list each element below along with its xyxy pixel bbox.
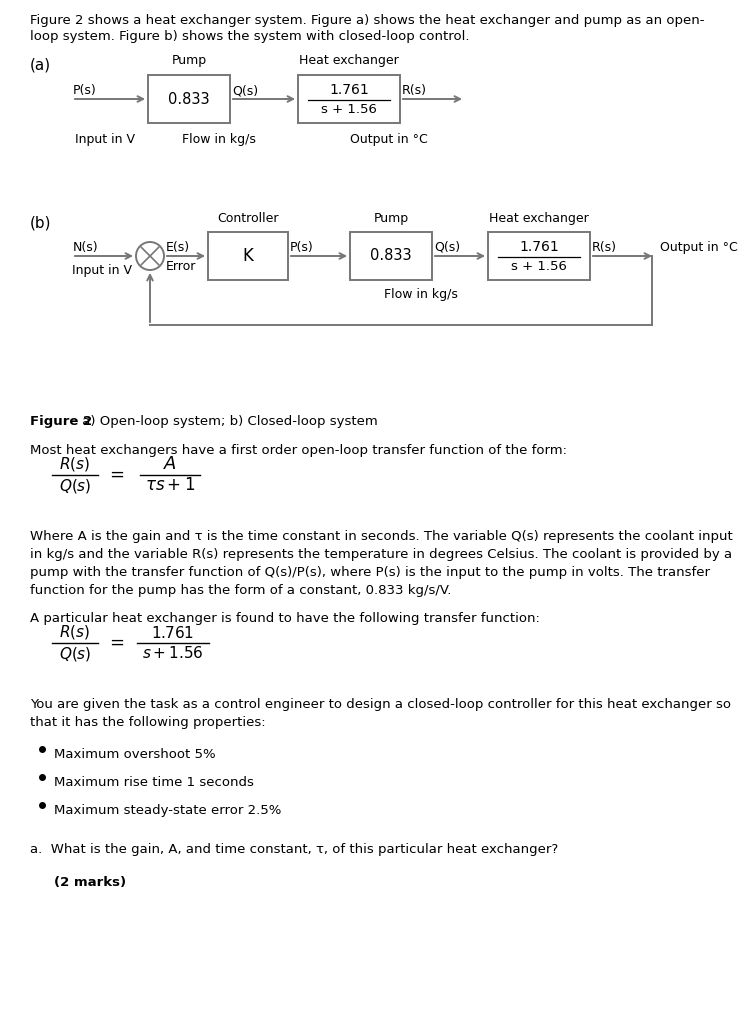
Text: a.  What is the gain, A, and time constant, τ, of this particular heat exchanger: a. What is the gain, A, and time constan… bbox=[30, 843, 558, 856]
Text: E(s): E(s) bbox=[166, 241, 190, 254]
Text: P(s): P(s) bbox=[73, 84, 97, 97]
Text: Figure 2: Figure 2 bbox=[30, 415, 92, 428]
Circle shape bbox=[136, 242, 164, 270]
Text: Maximum overshoot 5%: Maximum overshoot 5% bbox=[54, 748, 216, 761]
Text: $Q(s)$: $Q(s)$ bbox=[59, 645, 91, 663]
Text: $R(s)$: $R(s)$ bbox=[60, 623, 90, 641]
Text: (a): (a) bbox=[30, 58, 51, 73]
Bar bbox=[208, 232, 288, 280]
Text: $R(s)$: $R(s)$ bbox=[60, 455, 90, 473]
Text: P(s): P(s) bbox=[290, 241, 314, 254]
Text: (2 marks): (2 marks) bbox=[54, 876, 126, 889]
Text: Error: Error bbox=[166, 260, 196, 273]
Text: Figure 2 shows a heat exchanger system. Figure a) shows the heat exchanger and p: Figure 2 shows a heat exchanger system. … bbox=[30, 14, 704, 27]
Text: Input in V: Input in V bbox=[72, 264, 132, 278]
Text: Controller: Controller bbox=[217, 212, 279, 225]
Bar bbox=[350, 232, 432, 280]
Text: Flow in kg/s: Flow in kg/s bbox=[384, 288, 458, 301]
Text: loop system. Figure b) shows the system with closed-loop control.: loop system. Figure b) shows the system … bbox=[30, 30, 470, 43]
Text: Pump: Pump bbox=[373, 212, 409, 225]
Text: (b): (b) bbox=[30, 216, 51, 231]
Text: Output in °C: Output in °C bbox=[350, 133, 428, 146]
Text: Input in V: Input in V bbox=[75, 133, 135, 146]
Text: function for the pump has the form of a constant, 0.833 kg/s/V.: function for the pump has the form of a … bbox=[30, 584, 452, 597]
Text: N(s): N(s) bbox=[73, 241, 99, 254]
Text: A particular heat exchanger is found to have the following transfer function:: A particular heat exchanger is found to … bbox=[30, 612, 540, 625]
Text: 1.761: 1.761 bbox=[329, 83, 369, 97]
Text: s + 1.56: s + 1.56 bbox=[511, 260, 567, 273]
Text: 1.761: 1.761 bbox=[519, 241, 559, 254]
Text: s + 1.56: s + 1.56 bbox=[321, 103, 377, 116]
Text: pump with the transfer function of Q(s)/P(s), where P(s) is the input to the pum: pump with the transfer function of Q(s)/… bbox=[30, 566, 710, 579]
Text: 0.833: 0.833 bbox=[168, 91, 210, 106]
Text: $1.761$: $1.761$ bbox=[152, 625, 195, 641]
Text: Most heat exchangers have a first order open-loop transfer function of the form:: Most heat exchangers have a first order … bbox=[30, 444, 567, 457]
Text: in kg/s and the variable R(s) represents the temperature in degrees Celsius. The: in kg/s and the variable R(s) represents… bbox=[30, 548, 732, 561]
Text: 0.833: 0.833 bbox=[370, 249, 412, 263]
Text: R(s): R(s) bbox=[592, 241, 617, 254]
Text: =: = bbox=[109, 634, 124, 652]
Text: Maximum rise time 1 seconds: Maximum rise time 1 seconds bbox=[54, 776, 254, 790]
Text: $A$: $A$ bbox=[163, 455, 177, 473]
Text: Output in °C: Output in °C bbox=[660, 241, 737, 254]
Text: Heat exchanger: Heat exchanger bbox=[489, 212, 589, 225]
Text: Flow in kg/s: Flow in kg/s bbox=[182, 133, 256, 146]
Text: $Q(s)$: $Q(s)$ bbox=[59, 477, 91, 495]
Text: Pump: Pump bbox=[171, 54, 207, 67]
Text: Where A is the gain and τ is the time constant in seconds. The variable Q(s) rep: Where A is the gain and τ is the time co… bbox=[30, 530, 733, 543]
Bar bbox=[148, 75, 230, 123]
Text: $s+1.56$: $s+1.56$ bbox=[143, 645, 204, 662]
Text: Heat exchanger: Heat exchanger bbox=[299, 54, 399, 67]
Text: You are given the task as a control engineer to design a closed-loop controller : You are given the task as a control engi… bbox=[30, 698, 731, 711]
Text: that it has the following properties:: that it has the following properties: bbox=[30, 716, 265, 729]
Text: =: = bbox=[109, 466, 124, 484]
Text: Q(s): Q(s) bbox=[232, 84, 258, 97]
Text: R(s): R(s) bbox=[402, 84, 427, 97]
Text: K: K bbox=[243, 247, 253, 265]
Text: Maximum steady-state error 2.5%: Maximum steady-state error 2.5% bbox=[54, 804, 281, 817]
Text: $\tau s+1$: $\tau s+1$ bbox=[145, 477, 195, 494]
Bar bbox=[298, 75, 400, 123]
Bar bbox=[488, 232, 590, 280]
Text: a) Open-loop system; b) Closed-loop system: a) Open-loop system; b) Closed-loop syst… bbox=[78, 415, 378, 428]
Text: Q(s): Q(s) bbox=[434, 241, 460, 254]
